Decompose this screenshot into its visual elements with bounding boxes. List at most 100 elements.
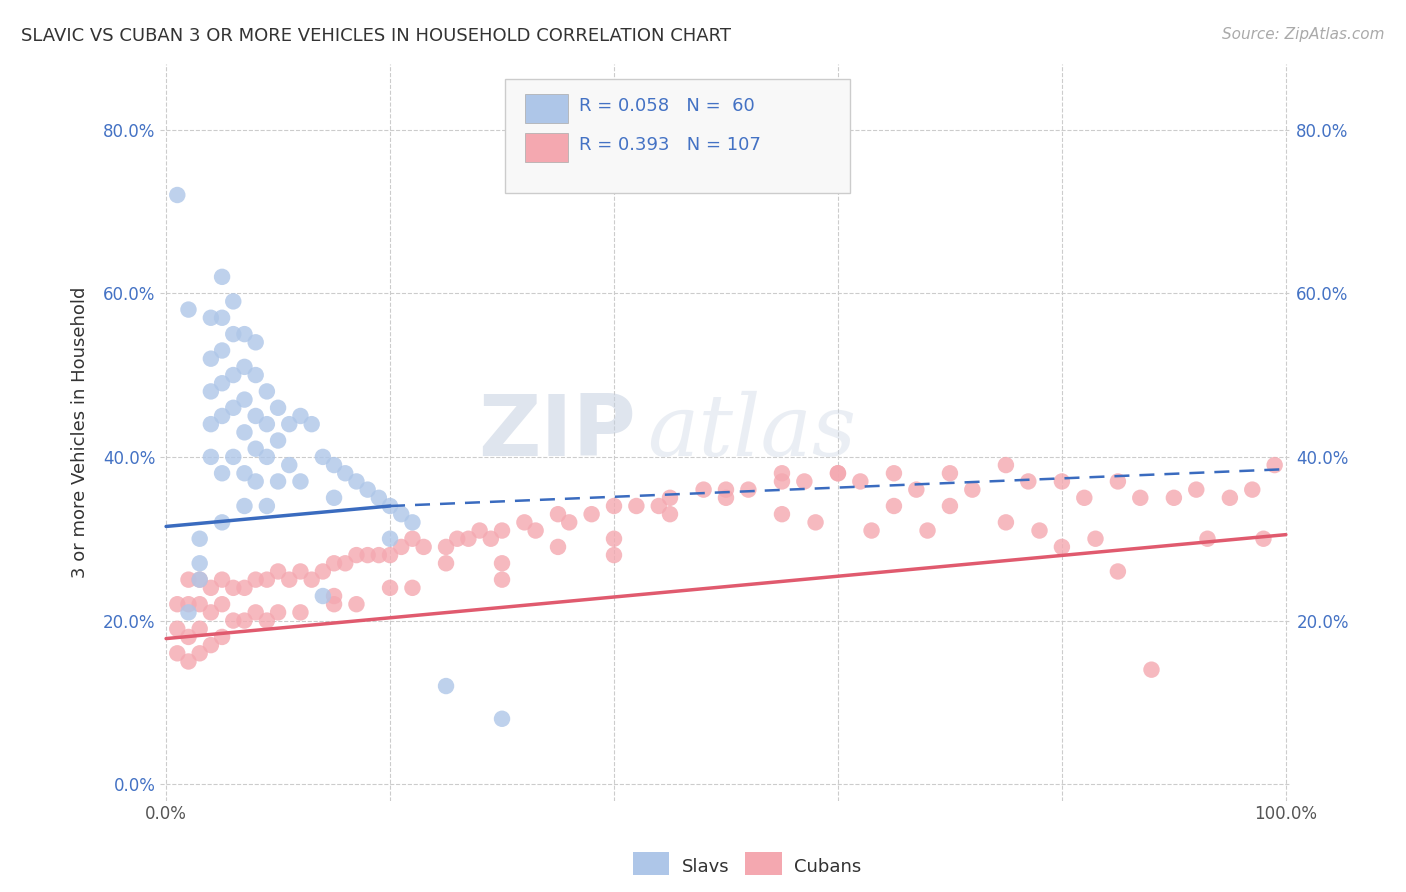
Text: Cubans: Cubans <box>794 858 862 876</box>
Point <box>245 475 267 489</box>
Text: ZIP: ZIP <box>478 391 636 474</box>
Point <box>1219 491 1241 505</box>
Point <box>166 622 188 636</box>
Point <box>188 573 211 587</box>
Point <box>211 376 233 391</box>
Point <box>335 467 357 481</box>
Point <box>917 524 939 538</box>
Point <box>1264 458 1286 472</box>
Point <box>491 712 513 726</box>
Point <box>233 467 256 481</box>
Point <box>233 327 256 342</box>
Point <box>211 516 233 530</box>
Point <box>346 548 368 562</box>
Point <box>793 475 815 489</box>
Point <box>401 532 423 546</box>
Point <box>256 417 278 432</box>
Y-axis label: 3 or more Vehicles in Household: 3 or more Vehicles in Household <box>72 286 89 578</box>
Point <box>177 302 200 317</box>
Point <box>849 475 872 489</box>
Point <box>491 573 513 587</box>
Point <box>200 384 222 399</box>
Point <box>883 499 905 513</box>
Point <box>323 589 346 603</box>
Point <box>233 499 256 513</box>
Point <box>323 491 346 505</box>
Point <box>626 499 648 513</box>
Point <box>1129 491 1152 505</box>
Point <box>245 442 267 456</box>
Point <box>211 573 233 587</box>
Point <box>335 556 357 570</box>
Point <box>994 458 1017 472</box>
Point <box>267 401 290 415</box>
Point <box>278 573 301 587</box>
Point <box>278 458 301 472</box>
Point <box>188 597 211 611</box>
Point <box>547 507 569 521</box>
Point <box>804 516 827 530</box>
Point <box>558 516 581 530</box>
Point <box>346 597 368 611</box>
Point <box>267 606 290 620</box>
Point <box>323 556 346 570</box>
Point <box>1107 475 1129 489</box>
Point <box>256 499 278 513</box>
Point <box>401 516 423 530</box>
Point <box>267 434 290 448</box>
Point <box>378 499 401 513</box>
Point <box>468 524 491 538</box>
Text: R = 0.058   N =  60: R = 0.058 N = 60 <box>579 97 755 115</box>
Point <box>211 310 233 325</box>
Point <box>211 269 233 284</box>
Point <box>177 597 200 611</box>
Point <box>256 614 278 628</box>
Point <box>648 499 671 513</box>
Point <box>290 565 312 579</box>
Point <box>166 646 188 660</box>
Point <box>267 565 290 579</box>
Point <box>211 467 233 481</box>
Point <box>1241 483 1264 497</box>
Point <box>290 475 312 489</box>
Point <box>939 499 962 513</box>
Point <box>200 310 222 325</box>
Point <box>905 483 928 497</box>
Point <box>434 540 457 554</box>
Point <box>222 368 245 382</box>
Point <box>188 646 211 660</box>
Point <box>581 507 603 521</box>
Point <box>401 581 423 595</box>
Point <box>356 548 378 562</box>
Point <box>233 392 256 407</box>
Point <box>962 483 984 497</box>
Point <box>166 597 188 611</box>
Point <box>312 565 335 579</box>
Text: atlas: atlas <box>647 391 856 474</box>
Point <box>367 491 389 505</box>
Point <box>1050 540 1073 554</box>
Point <box>245 409 267 423</box>
Point <box>1107 565 1129 579</box>
Point <box>367 548 389 562</box>
Point <box>222 294 245 309</box>
Point <box>211 597 233 611</box>
Point <box>200 581 222 595</box>
Point <box>278 417 301 432</box>
Point <box>233 425 256 440</box>
Point <box>177 655 200 669</box>
Point <box>378 548 401 562</box>
Point <box>479 532 502 546</box>
Point <box>770 475 793 489</box>
Point <box>1163 491 1185 505</box>
Point <box>188 556 211 570</box>
Point <box>389 540 412 554</box>
Point <box>434 556 457 570</box>
Point <box>1050 475 1073 489</box>
Point <box>994 516 1017 530</box>
Point <box>714 483 737 497</box>
Point <box>200 638 222 652</box>
Point <box>222 450 245 464</box>
Point <box>547 540 569 554</box>
Point <box>1073 491 1095 505</box>
